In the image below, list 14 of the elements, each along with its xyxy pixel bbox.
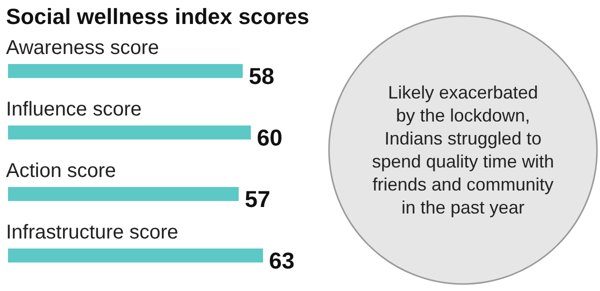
- data-label: 60: [256, 124, 282, 150]
- chart-title: Social wellness index scores: [6, 4, 310, 29]
- bar: [8, 64, 243, 78]
- y-tick-label: Influence score: [6, 98, 142, 120]
- text: Likely exacerbated by the lockdown, Indians struggled to spend quality time with friends and community in the past year: [372, 82, 554, 218]
- y-tick-label: Action score: [6, 160, 116, 182]
- data-label: 58: [248, 63, 275, 89]
- bar: [8, 126, 251, 140]
- y-tick-label: Infrastructure score: [6, 222, 178, 244]
- bar: [8, 187, 239, 201]
- bar: [8, 248, 263, 262]
- y-tick-label: Awareness score: [6, 37, 160, 59]
- data-label: 57: [244, 186, 270, 212]
- data-label: 63: [269, 248, 295, 274]
